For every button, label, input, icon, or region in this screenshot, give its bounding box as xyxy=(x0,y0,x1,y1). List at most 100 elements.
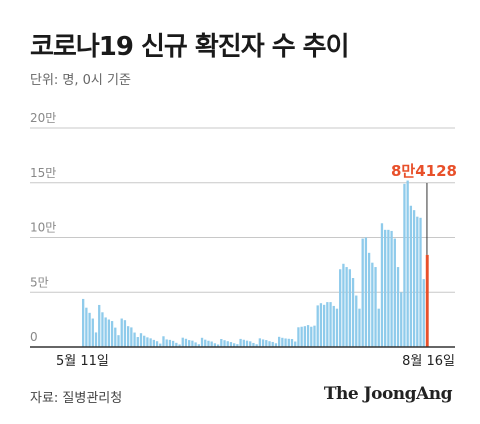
bar xyxy=(364,237,368,347)
bar xyxy=(310,326,313,347)
bar xyxy=(406,180,409,347)
bar xyxy=(94,332,98,347)
bar xyxy=(409,205,413,347)
bar xyxy=(85,307,88,347)
bar xyxy=(371,262,374,347)
bar xyxy=(197,344,200,347)
bar xyxy=(226,341,229,347)
bar xyxy=(213,343,217,347)
bar xyxy=(245,340,249,347)
bar xyxy=(191,340,194,347)
bar xyxy=(104,317,107,347)
unit-note: 단위: 명, 0시 기준 xyxy=(30,73,131,88)
bar xyxy=(149,338,152,347)
bar xyxy=(403,183,406,347)
bar xyxy=(133,332,136,347)
bar xyxy=(152,339,155,347)
bar xyxy=(271,341,274,347)
bar xyxy=(255,344,258,347)
bar xyxy=(339,269,342,347)
bar xyxy=(98,304,101,347)
bar xyxy=(400,292,403,347)
bar xyxy=(351,278,355,347)
bar xyxy=(110,321,114,347)
bar xyxy=(300,326,303,347)
bar xyxy=(290,339,294,347)
bar xyxy=(239,338,242,347)
bar xyxy=(329,302,332,347)
bar xyxy=(126,326,130,347)
bar xyxy=(377,308,380,347)
bar xyxy=(162,336,165,347)
source-note: 자료: 질병관리청 xyxy=(30,391,123,406)
bar xyxy=(374,267,377,347)
bar xyxy=(384,229,387,347)
bar xyxy=(175,342,178,347)
bar xyxy=(416,216,419,347)
bar xyxy=(261,339,265,347)
bar xyxy=(274,343,278,347)
bar xyxy=(130,327,133,347)
bar xyxy=(188,340,191,347)
highlight-bar xyxy=(425,254,429,347)
bar xyxy=(332,305,335,347)
highlight-value-label: 8만4128 xyxy=(391,162,457,180)
bar xyxy=(242,339,245,347)
bar xyxy=(268,341,271,347)
bar xyxy=(210,341,213,347)
bar xyxy=(284,338,287,347)
bar xyxy=(393,238,396,347)
bar xyxy=(184,338,188,347)
bar xyxy=(306,325,310,347)
bar xyxy=(249,341,252,347)
bar xyxy=(88,312,91,347)
bar xyxy=(281,337,284,347)
bar-chart: 0 5만 10만 15만 20만 8만4128 5월 11일 8월 16일 xyxy=(30,111,457,369)
bar xyxy=(194,342,197,347)
bar xyxy=(204,339,207,347)
bar xyxy=(139,333,143,347)
bar xyxy=(277,336,281,347)
bar xyxy=(258,338,262,347)
bar xyxy=(345,267,348,347)
bar xyxy=(178,344,181,347)
bar xyxy=(123,320,127,347)
x-tick-label: 8월 16일 xyxy=(402,354,455,369)
bar xyxy=(159,343,162,347)
bar xyxy=(335,308,339,347)
bar xyxy=(355,295,358,347)
bar xyxy=(361,238,364,347)
bar xyxy=(181,337,184,347)
bar xyxy=(419,217,422,347)
bar xyxy=(107,319,111,347)
y-tick-label: 15만 xyxy=(30,166,56,180)
bar xyxy=(342,263,345,347)
bar xyxy=(319,303,323,347)
bar xyxy=(252,342,255,347)
bar xyxy=(316,305,319,347)
y-tick-label: 0 xyxy=(30,330,38,344)
bar xyxy=(143,335,146,347)
bar xyxy=(216,344,220,347)
bar xyxy=(155,341,159,347)
bar xyxy=(117,335,120,347)
chart-title: 코로나19 신규 확진자 수 추이 xyxy=(30,32,350,62)
bar xyxy=(114,327,117,347)
bar xyxy=(387,229,390,347)
bar xyxy=(294,341,297,347)
bar xyxy=(358,308,361,347)
bar xyxy=(165,339,168,347)
bar xyxy=(136,337,139,347)
bar xyxy=(233,343,236,347)
brand-logo: The JoongAng xyxy=(323,384,453,404)
bar xyxy=(82,298,85,347)
bar xyxy=(229,342,233,347)
y-tick-label: 10만 xyxy=(30,221,56,235)
bar xyxy=(223,340,226,347)
bar xyxy=(171,340,175,347)
bar xyxy=(390,230,393,347)
x-tick-label: 5월 11일 xyxy=(56,354,109,369)
bar xyxy=(220,339,223,347)
bar xyxy=(303,326,306,347)
y-tick-label: 5만 xyxy=(30,275,49,289)
